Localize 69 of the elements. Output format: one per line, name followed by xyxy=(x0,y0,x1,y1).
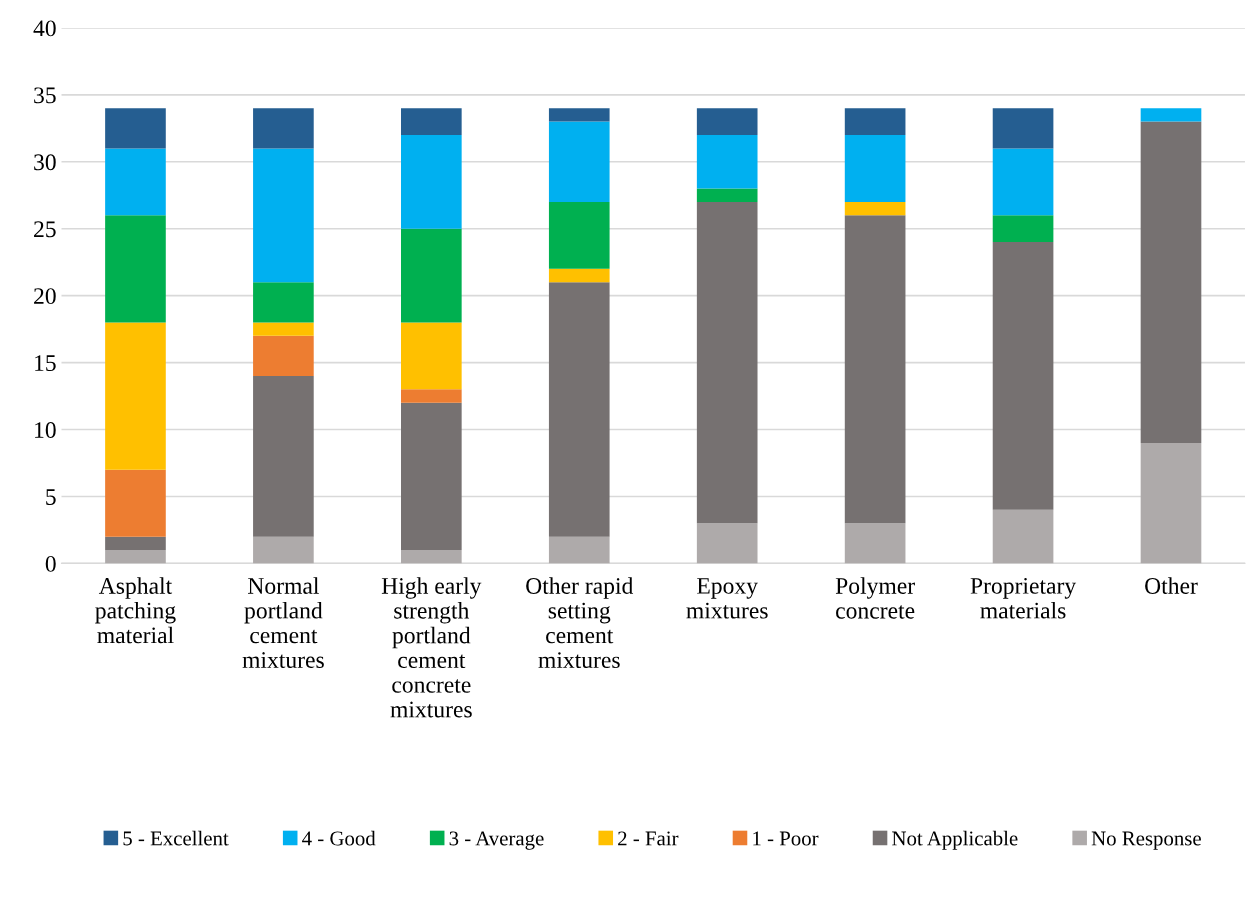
x-tick-label: Normal portland cement mixtures xyxy=(242,577,324,668)
bar xyxy=(105,322,166,470)
bar xyxy=(1140,108,1202,122)
y-tick-label: 25 xyxy=(34,221,56,238)
y-tick-label: 30 xyxy=(34,154,56,171)
bar xyxy=(401,228,462,323)
bar xyxy=(844,135,906,202)
bar xyxy=(401,135,462,229)
y-tick-label: 20 xyxy=(34,288,56,305)
bar xyxy=(548,282,610,537)
legend-label: 3 - Average xyxy=(449,831,544,850)
bar xyxy=(253,375,314,537)
legend-label: 4 - Good xyxy=(302,830,376,846)
bar xyxy=(401,322,462,390)
x-tick-label: High early strength portland cement concrete mixtures xyxy=(381,577,482,718)
bar xyxy=(992,148,1054,216)
x-tick-label: Asphalt patching material xyxy=(95,577,176,644)
bar xyxy=(105,550,166,564)
bar xyxy=(548,536,610,564)
legend-label: 5 - Excellent xyxy=(123,830,229,846)
bar xyxy=(548,201,610,269)
x-tick-label: Epoxy mixtures xyxy=(686,578,768,619)
bar xyxy=(696,523,758,564)
x-tick-label: Proprietary materials xyxy=(970,577,1077,619)
bar xyxy=(992,242,1054,510)
bar xyxy=(696,108,758,135)
bar xyxy=(253,322,314,336)
y-tick-label: 0 xyxy=(45,555,56,572)
bar xyxy=(253,536,314,564)
legend-label: Not Applicable xyxy=(892,830,1018,850)
bar xyxy=(1140,442,1202,564)
bar xyxy=(844,108,906,135)
bar xyxy=(105,215,166,323)
bar xyxy=(401,389,462,403)
bar xyxy=(401,402,462,551)
bar xyxy=(105,148,166,216)
bar xyxy=(1140,121,1202,443)
bar xyxy=(992,509,1054,564)
x-tick-label: Other xyxy=(1145,577,1198,594)
bar xyxy=(401,108,462,135)
y-tick-label: 40 xyxy=(33,20,56,37)
bar xyxy=(253,335,314,376)
bar xyxy=(548,108,610,122)
bar xyxy=(253,148,314,283)
y-tick-label: 10 xyxy=(35,422,56,438)
bar xyxy=(844,523,906,564)
y-tick-label: 35 xyxy=(34,87,56,104)
bar xyxy=(696,188,758,202)
bar xyxy=(696,201,758,524)
bar xyxy=(992,215,1054,243)
bar xyxy=(548,268,610,283)
bar xyxy=(253,108,314,149)
bar xyxy=(253,282,314,323)
x-tick-label: Polymer concrete xyxy=(835,577,915,619)
legend-label: No Response xyxy=(1091,831,1201,850)
bar xyxy=(844,215,906,524)
legend-label: 2 - Fair xyxy=(618,831,679,846)
y-tick-label: 15 xyxy=(35,355,56,372)
bar xyxy=(105,536,166,551)
legend-label: 1 - Poor xyxy=(753,831,819,846)
bar xyxy=(401,550,462,564)
x-tick-label: Other rapid setting cement mixtures xyxy=(526,577,634,669)
bar xyxy=(548,121,610,202)
bar xyxy=(844,201,906,216)
y-tick-label: 5 xyxy=(46,489,56,505)
bar xyxy=(696,135,758,189)
bar xyxy=(105,469,166,537)
bar xyxy=(992,108,1054,149)
bar xyxy=(105,108,166,149)
